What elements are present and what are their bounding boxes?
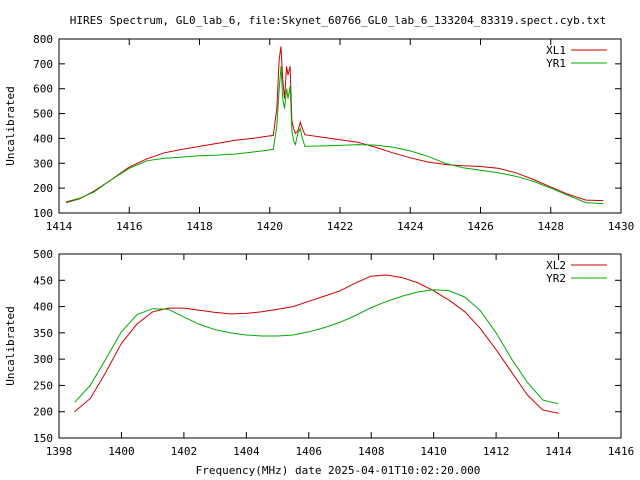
x-tick-label: 1404: [233, 445, 260, 458]
plot-frame: [58, 253, 622, 439]
x-tick-label: 1422: [327, 220, 354, 233]
x-tick-label: 1412: [483, 445, 510, 458]
y-tick-label: 400: [33, 132, 53, 145]
y-tick-label: 200: [33, 182, 53, 195]
x-tick-label: 1408: [358, 445, 385, 458]
series-line-yr1: [65, 66, 604, 205]
x-tick-label: 1402: [171, 445, 198, 458]
legend-label-xl2: XL2: [546, 259, 566, 272]
series-line-xl1: [65, 46, 604, 204]
y-axis-label: Uncalibrated: [4, 306, 17, 385]
legend-label-xl1: XL1: [546, 44, 566, 57]
y-tick-label: 300: [33, 353, 53, 366]
y-tick-label: 300: [33, 157, 53, 170]
figure-title: HIRES Spectrum, GL0_lab_6, file:Skynet_6…: [70, 14, 606, 27]
series-line-yr2: [74, 289, 559, 405]
x-tick-label: 1426: [467, 220, 494, 233]
y-tick-label: 150: [33, 432, 53, 445]
x-tick-label: 1400: [108, 445, 135, 458]
legend-label-yr2: YR2: [546, 272, 566, 285]
x-tick-label: 1430: [608, 220, 635, 233]
bottom-x-axis-label: Frequency(MHz) date 2025-04-01T10:02:20.…: [196, 464, 481, 477]
x-tick-label: 1414: [545, 445, 572, 458]
series-line-xl2: [74, 274, 559, 414]
y-tick-label: 250: [33, 379, 53, 392]
y-tick-label: 700: [33, 58, 53, 71]
bottom-spectrum-panel: 1398 1400 1402 1404 1406 1408 1410 1412 1414 1416…: [4, 248, 634, 458]
x-tick-label: 1414: [46, 220, 73, 233]
x-tick-label: 1410: [420, 445, 447, 458]
y-tick-label: 400: [33, 301, 53, 314]
y-tick-label: 500: [33, 248, 53, 261]
plot-frame: [58, 38, 622, 214]
x-tick-label: 1398: [46, 445, 73, 458]
x-tick-label: 1416: [608, 445, 635, 458]
y-tick-label: 450: [33, 274, 53, 287]
y-axis-label: Uncalibrated: [4, 86, 17, 165]
y-tick-label: 500: [33, 108, 53, 121]
x-tick-label: 1424: [397, 220, 424, 233]
x-tick-label: 1420: [257, 220, 284, 233]
x-tick-label: 1416: [116, 220, 143, 233]
y-tick-label: 350: [33, 327, 53, 340]
y-tick-label: 600: [33, 83, 53, 96]
x-tick-label: 1418: [186, 220, 213, 233]
top-spectrum-panel: 1414 1416 1418 1420 1422 1424 1426 1428 1430 100 2…: [4, 33, 634, 233]
y-tick-label: 100: [33, 207, 53, 220]
y-tick-label: 200: [33, 406, 53, 419]
legend-label-yr1: YR1: [546, 57, 566, 70]
x-tick-label: 1428: [538, 220, 565, 233]
y-tick-label: 800: [33, 33, 53, 46]
x-tick-label: 1406: [296, 445, 323, 458]
